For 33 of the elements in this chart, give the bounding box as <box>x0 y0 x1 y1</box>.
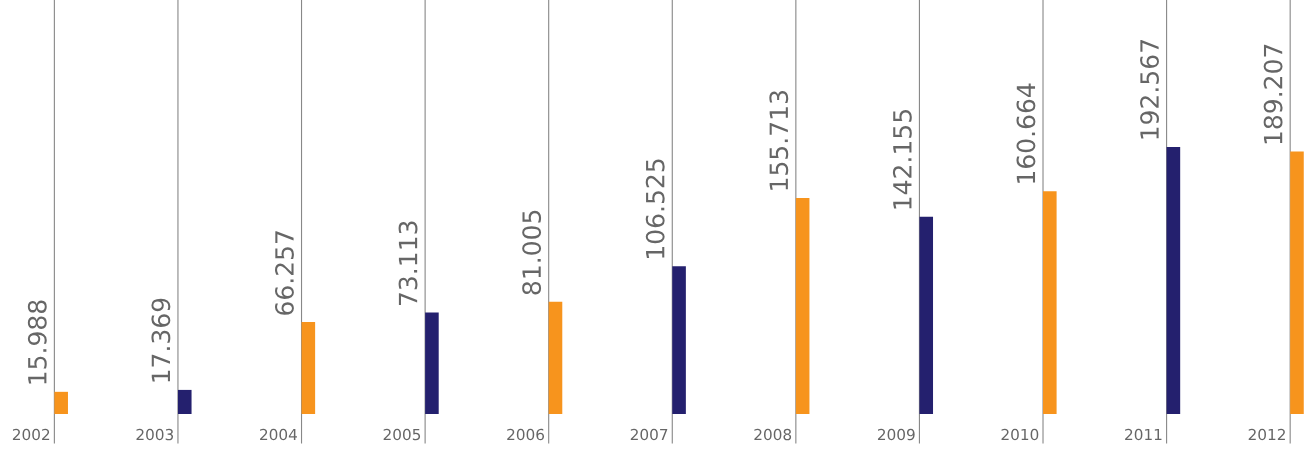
bar <box>54 391 68 414</box>
bar <box>177 389 192 414</box>
bar <box>1043 191 1057 414</box>
x-tick-label: 2007 <box>630 428 668 441</box>
data-label: 81.005 <box>522 210 542 295</box>
bar <box>301 322 316 414</box>
data-label: 155.713 <box>769 91 789 190</box>
x-tick-label: 2011 <box>1125 428 1162 441</box>
x-tick-label: 2006 <box>507 428 545 441</box>
bar <box>1290 151 1304 414</box>
data-label: 15.988 <box>27 300 47 384</box>
data-label: 73.113 <box>398 221 418 305</box>
data-label: 17.369 <box>151 298 171 382</box>
x-tick-label: 2002 <box>12 428 50 441</box>
x-tick-label: 2008 <box>754 428 792 441</box>
data-label: 142.155 <box>892 110 912 209</box>
data-label: 192.567 <box>1140 40 1159 139</box>
data-label: 189.207 <box>1263 44 1283 144</box>
bar <box>548 301 563 414</box>
x-tick-label: 2012 <box>1248 428 1285 441</box>
data-label: 106.525 <box>645 159 665 258</box>
x-tick-label: 2003 <box>136 428 174 441</box>
data-label: 160.664 <box>1016 83 1036 183</box>
data-label: 66.257 <box>275 231 294 315</box>
x-tick-label: 2004 <box>260 428 297 441</box>
bar <box>425 312 439 414</box>
bar <box>795 198 810 414</box>
x-tick-label: 2009 <box>877 428 915 441</box>
x-tick-label: 2005 <box>383 428 421 441</box>
bar <box>672 266 686 414</box>
x-tick-label: 2010 <box>1001 428 1039 441</box>
bar <box>1166 146 1181 414</box>
bar <box>919 216 934 414</box>
